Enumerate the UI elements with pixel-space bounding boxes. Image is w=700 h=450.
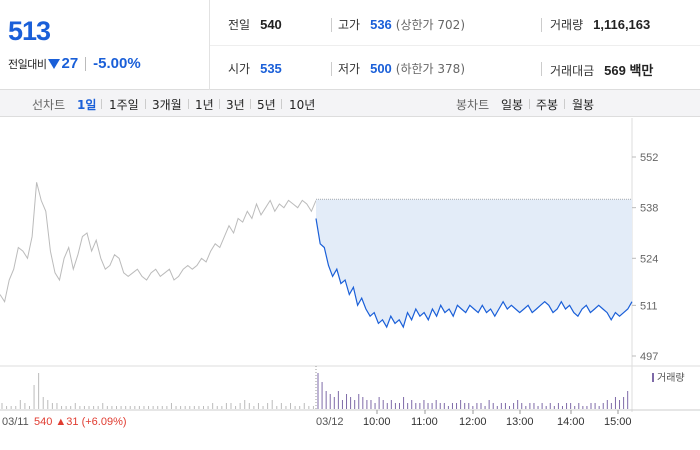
line-chart-label: 선차트 bbox=[32, 98, 66, 112]
x-tick-label: 15:00 bbox=[604, 416, 632, 428]
divider bbox=[210, 45, 700, 46]
y-tick-label: 538 bbox=[640, 203, 658, 215]
y-tick-label: 552 bbox=[640, 152, 658, 164]
divider bbox=[145, 99, 146, 109]
x-tick-label: 12:00 bbox=[459, 416, 487, 428]
change-value: 27 bbox=[61, 55, 79, 72]
period-1y[interactable]: 1년 bbox=[195, 98, 214, 112]
prev-day-summary: 540 ▲31 (+6.09%) bbox=[34, 416, 127, 428]
volume-legend-label: 거래량 bbox=[657, 372, 685, 384]
divider bbox=[529, 99, 530, 109]
period-monthly[interactable]: 월봉 bbox=[572, 98, 595, 112]
divider bbox=[101, 99, 102, 109]
stat-high: 고가 536 (상한가 702) bbox=[338, 17, 465, 32]
x-tick-label: 11:00 bbox=[411, 416, 438, 428]
stat-open: 시가 535 bbox=[228, 61, 282, 76]
period-3y[interactable]: 3년 bbox=[226, 98, 245, 112]
period-daily[interactable]: 일봉 bbox=[501, 98, 524, 112]
divider bbox=[541, 62, 542, 76]
period-5y[interactable]: 5년 bbox=[257, 98, 276, 112]
y-tick-label: 511 bbox=[640, 300, 658, 312]
period-1d[interactable]: 1일 bbox=[77, 98, 97, 112]
divider bbox=[219, 99, 220, 109]
stat-volume: 거래량 1,116,163 bbox=[550, 17, 651, 32]
price-summary: 513 전일대비 27 -5.00% bbox=[0, 0, 210, 90]
x-label-prev-day: 03/11 bbox=[2, 416, 29, 428]
divider bbox=[331, 62, 332, 76]
volume-legend-icon bbox=[652, 373, 654, 382]
x-label-today: 03/12 bbox=[316, 416, 344, 428]
change-row: 전일대비 27 -5.00% bbox=[8, 55, 141, 72]
divider bbox=[188, 99, 189, 109]
today-price-line bbox=[315, 218, 633, 329]
divider bbox=[85, 56, 87, 71]
divider bbox=[250, 99, 251, 109]
period-1w[interactable]: 1주일 bbox=[109, 98, 139, 112]
change-label: 전일대비 bbox=[8, 57, 47, 71]
y-tick-label: 524 bbox=[640, 253, 658, 265]
stat-low: 저가 500 (하한가 378) bbox=[338, 61, 465, 76]
period-weekly[interactable]: 주봉 bbox=[536, 98, 559, 112]
current-price: 513 bbox=[8, 16, 51, 46]
down-arrow-icon bbox=[48, 58, 61, 69]
period-10y[interactable]: 10년 bbox=[289, 98, 316, 112]
chart-toolbar: 선차트 1일 1주일 3개월 1년 3년 5년 10년 봉차트 일봉 주봉 월봉 bbox=[0, 90, 700, 117]
quote-header: 513 전일대비 27 -5.00% 전일 540 고가 536 (상한가 70… bbox=[0, 0, 700, 90]
y-tick-label: 497 bbox=[640, 351, 658, 363]
divider bbox=[564, 99, 565, 109]
divider bbox=[281, 99, 282, 109]
x-tick-label: 14:00 bbox=[557, 416, 585, 428]
change-percent: -5.00% bbox=[93, 55, 141, 72]
period-3m[interactable]: 3개월 bbox=[152, 98, 182, 112]
prev-day-line bbox=[0, 182, 317, 303]
divider bbox=[331, 18, 332, 32]
today-fill-area bbox=[316, 199, 632, 328]
stat-prev-close: 전일 540 bbox=[228, 17, 282, 32]
stat-turnover: 거래대금 569 백만 bbox=[550, 63, 654, 78]
x-tick-label: 10:00 bbox=[363, 416, 391, 428]
divider bbox=[541, 18, 542, 32]
candle-chart-label: 봉차트 bbox=[456, 98, 490, 112]
x-tick-label: 13:00 bbox=[506, 416, 534, 428]
